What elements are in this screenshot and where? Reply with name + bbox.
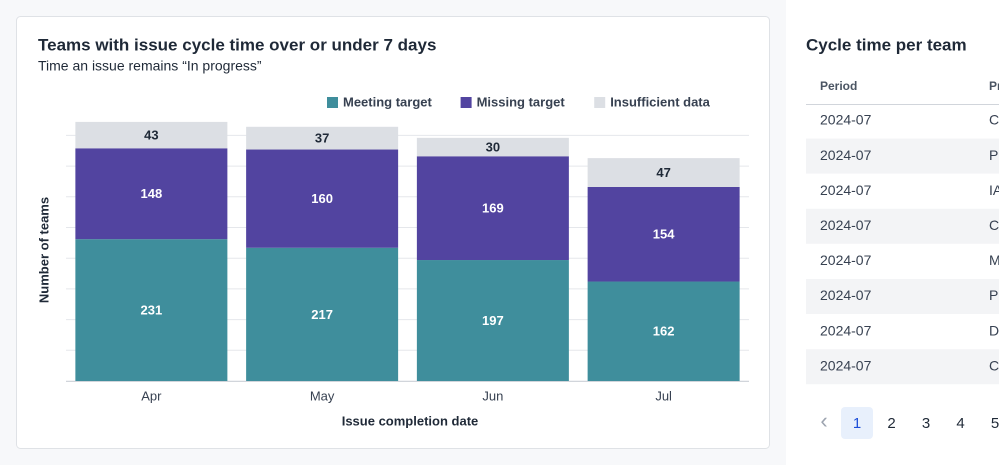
table-cell: 2024-07 — [820, 252, 872, 268]
data-label: 148 — [141, 186, 163, 201]
bar-segment — [416, 156, 569, 261]
table-cell: C — [989, 357, 999, 373]
pagination-prev[interactable]: ‹ — [820, 408, 827, 433]
chart-subtitle: Time an issue remains “In progress” — [38, 58, 262, 74]
legend-label: Insufficient data — [610, 94, 710, 109]
page-button[interactable]: 3 — [922, 415, 930, 432]
table-cell: 2024-07 — [820, 112, 872, 128]
page-button[interactable]: 2 — [887, 415, 895, 432]
bar-segment — [246, 149, 399, 248]
table-title: Cycle time per team — [806, 35, 967, 54]
data-label: 217 — [311, 307, 333, 322]
bar-segment — [587, 281, 740, 381]
table-cell: 2024-07 — [820, 217, 872, 233]
legend-label: Meeting target — [343, 94, 433, 109]
column-header: Period — [820, 79, 857, 93]
data-label: 197 — [482, 313, 504, 328]
bar-segment — [75, 148, 228, 240]
x-tick-label: Jul — [655, 388, 672, 403]
legend-swatch — [460, 97, 472, 108]
data-label: 162 — [653, 324, 675, 339]
data-label: 47 — [656, 165, 670, 180]
data-label: 37 — [315, 131, 329, 146]
table-cell: IA — [989, 182, 999, 198]
table-cell: 2024-07 — [820, 182, 872, 198]
table-cell: C — [989, 217, 999, 233]
bar-segment — [75, 239, 228, 381]
row-stripe — [806, 138, 999, 174]
x-tick-label: Jun — [482, 388, 503, 403]
table-cell: D — [989, 322, 999, 338]
data-label: 30 — [486, 140, 500, 155]
bar-segment — [246, 126, 399, 150]
page-button[interactable]: 4 — [956, 415, 964, 432]
legend-label: Missing target — [477, 94, 566, 109]
table: Period Pr 2024-07 C 2024-07 P 2024-07 IA 2024-07… — [806, 79, 999, 439]
table-cell: 2024-07 — [820, 322, 872, 338]
table-cell: M — [989, 252, 999, 268]
x-tick-label: Apr — [141, 388, 162, 403]
column-header: Pr — [989, 79, 999, 93]
x-tick-label: May — [310, 388, 335, 403]
legend-swatch — [594, 97, 606, 108]
legend-swatch — [327, 97, 338, 108]
data-label: 160 — [311, 191, 333, 206]
table-cell: 2024-07 — [820, 147, 872, 163]
bar-segment — [587, 158, 740, 187]
data-label: 169 — [482, 201, 504, 216]
page-button[interactable]: 5 — [991, 415, 999, 432]
bar-segment — [246, 247, 399, 381]
data-label: 154 — [653, 227, 675, 242]
table-cell: P — [989, 147, 998, 163]
chart-title: Teams with issue cycle time over or unde… — [38, 35, 436, 54]
row-stripe — [806, 208, 999, 244]
x-axis-title: Issue completion date — [342, 413, 479, 428]
table-cell: 2024-07 — [820, 287, 872, 303]
data-label: 43 — [144, 128, 158, 143]
row-stripe — [806, 349, 999, 385]
page-button[interactable]: 1 — [853, 415, 861, 432]
table-cell: 2024-07 — [820, 357, 872, 373]
data-label: 231 — [141, 303, 163, 318]
table-cell: C — [989, 112, 999, 128]
table-cell: P — [989, 287, 998, 303]
bar-segment — [587, 186, 740, 282]
bar-segment — [416, 137, 569, 157]
y-axis-title: Number of teams — [36, 197, 51, 303]
current-page — [841, 407, 873, 439]
bar-segment — [75, 121, 228, 149]
bar-segment — [416, 260, 569, 381]
row-stripe — [806, 279, 999, 314]
chart: 231 148 43 Apr 217 160 37 May 197 169 30 Jun 162 154 4… — [66, 94, 749, 403]
